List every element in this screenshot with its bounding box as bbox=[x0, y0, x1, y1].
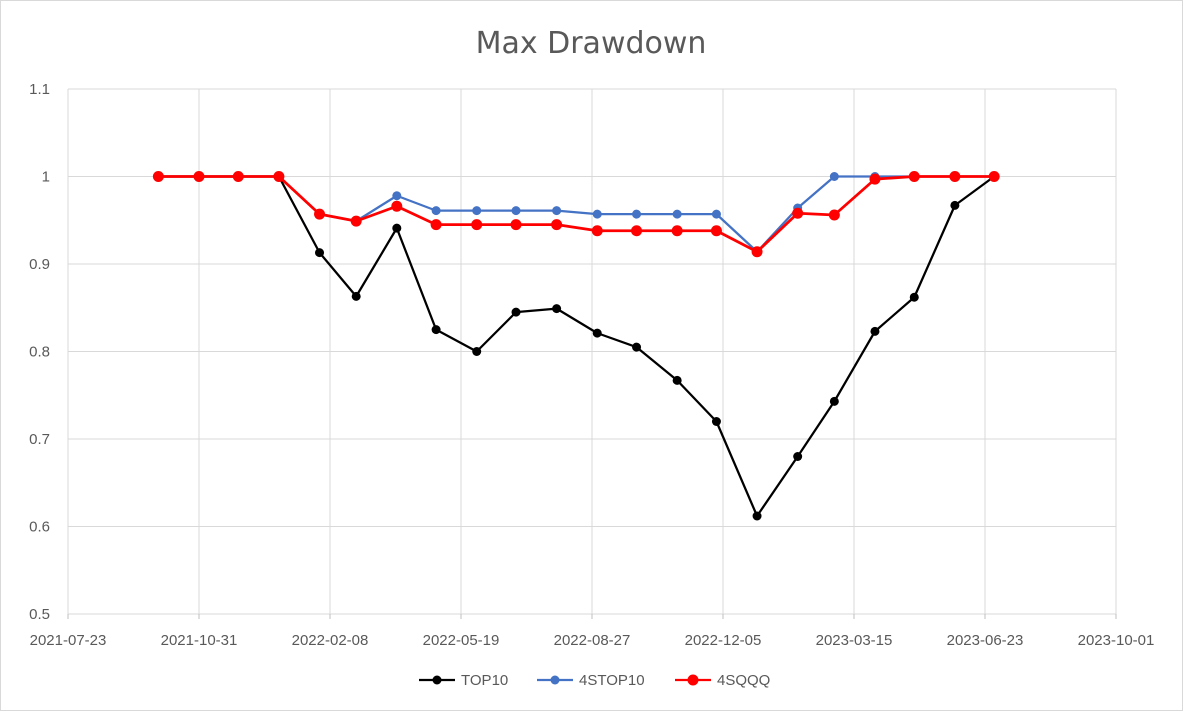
data-point bbox=[829, 172, 839, 181]
data-point bbox=[632, 209, 642, 219]
legend-item-4sqqq: 4SQQQ bbox=[675, 672, 770, 689]
x-tick-label: 2023-06-23 bbox=[947, 632, 1024, 649]
chart-title: Max Drawdown bbox=[476, 26, 707, 61]
legend-label: 4SQQQ bbox=[717, 672, 770, 689]
data-point bbox=[592, 328, 602, 338]
data-point bbox=[632, 342, 642, 352]
data-point bbox=[350, 215, 362, 227]
data-point bbox=[592, 209, 602, 219]
series-top10 bbox=[153, 172, 999, 521]
data-point bbox=[392, 223, 402, 233]
x-tick-label: 2023-10-01 bbox=[1078, 632, 1155, 649]
y-tick-label: 0.8 bbox=[29, 344, 50, 361]
data-point bbox=[314, 208, 326, 220]
data-point bbox=[152, 171, 164, 182]
data-point bbox=[711, 209, 721, 219]
legend: TOP10 4STOP10 4SQQQ bbox=[419, 672, 770, 689]
data-point bbox=[193, 171, 205, 182]
data-point bbox=[988, 171, 1000, 182]
series-4stop10 bbox=[153, 172, 999, 257]
data-point bbox=[711, 417, 721, 426]
legend-marker bbox=[550, 675, 560, 685]
data-point bbox=[591, 225, 603, 237]
data-point bbox=[510, 219, 522, 231]
series-line bbox=[158, 175, 995, 254]
series-4sqqq bbox=[152, 171, 1000, 258]
data-point bbox=[472, 206, 482, 216]
data-point bbox=[631, 225, 643, 237]
data-point bbox=[431, 206, 441, 216]
data-point bbox=[351, 291, 361, 301]
axes: 0.5 0.6 0.7 0.8 0.9 1 1.1 2021-07-23 2021-10-31 2… bbox=[29, 81, 1154, 649]
data-point bbox=[430, 219, 442, 231]
data-point bbox=[315, 248, 325, 258]
data-point bbox=[751, 246, 763, 258]
series-group bbox=[152, 171, 1000, 521]
data-point bbox=[392, 191, 402, 201]
x-tick-label: 2021-10-31 bbox=[161, 632, 238, 649]
data-point bbox=[552, 304, 562, 314]
y-tick-label: 1 bbox=[42, 169, 50, 186]
data-point bbox=[870, 326, 880, 336]
data-point bbox=[793, 452, 803, 461]
data-point bbox=[829, 396, 839, 406]
series-line bbox=[158, 175, 995, 518]
x-tick-label: 2022-12-05 bbox=[685, 632, 762, 649]
legend-label: TOP10 bbox=[461, 672, 508, 689]
y-tick-label: 1.1 bbox=[29, 81, 50, 98]
data-point bbox=[511, 206, 521, 216]
gridlines bbox=[67, 88, 1117, 615]
data-point bbox=[551, 219, 563, 231]
data-point bbox=[710, 225, 722, 237]
x-tick-label: 2023-03-15 bbox=[816, 632, 893, 649]
data-point bbox=[472, 347, 482, 356]
data-point bbox=[828, 209, 840, 221]
data-point bbox=[273, 171, 285, 182]
data-point bbox=[949, 171, 961, 182]
y-tick-label: 0.7 bbox=[29, 431, 50, 448]
legend-label: 4STOP10 bbox=[579, 672, 645, 689]
data-point bbox=[431, 325, 441, 335]
data-point bbox=[471, 219, 483, 231]
data-point bbox=[908, 171, 920, 182]
data-point bbox=[752, 511, 762, 521]
data-point bbox=[792, 207, 804, 219]
y-tick-label: 0.5 bbox=[29, 606, 50, 623]
legend-item-top10: TOP10 bbox=[419, 672, 508, 689]
data-point bbox=[232, 171, 244, 182]
legend-item-4stop10: 4STOP10 bbox=[537, 672, 645, 689]
legend-marker bbox=[687, 674, 699, 686]
y-tick-label: 0.6 bbox=[29, 519, 50, 536]
x-tick-label: 2022-05-19 bbox=[423, 632, 500, 649]
y-tick-label: 0.9 bbox=[29, 256, 50, 273]
data-point bbox=[672, 209, 682, 219]
x-tick-label: 2022-02-08 bbox=[292, 632, 369, 649]
data-point bbox=[672, 375, 682, 385]
data-point bbox=[950, 200, 960, 210]
data-point bbox=[552, 206, 562, 216]
data-point bbox=[671, 225, 683, 237]
data-point bbox=[869, 173, 881, 185]
data-point bbox=[909, 292, 919, 302]
data-point bbox=[391, 200, 403, 212]
data-point bbox=[511, 307, 521, 317]
x-tick-label: 2022-08-27 bbox=[554, 632, 631, 649]
legend-marker bbox=[432, 675, 442, 685]
x-tick-label: 2021-07-23 bbox=[30, 632, 107, 649]
